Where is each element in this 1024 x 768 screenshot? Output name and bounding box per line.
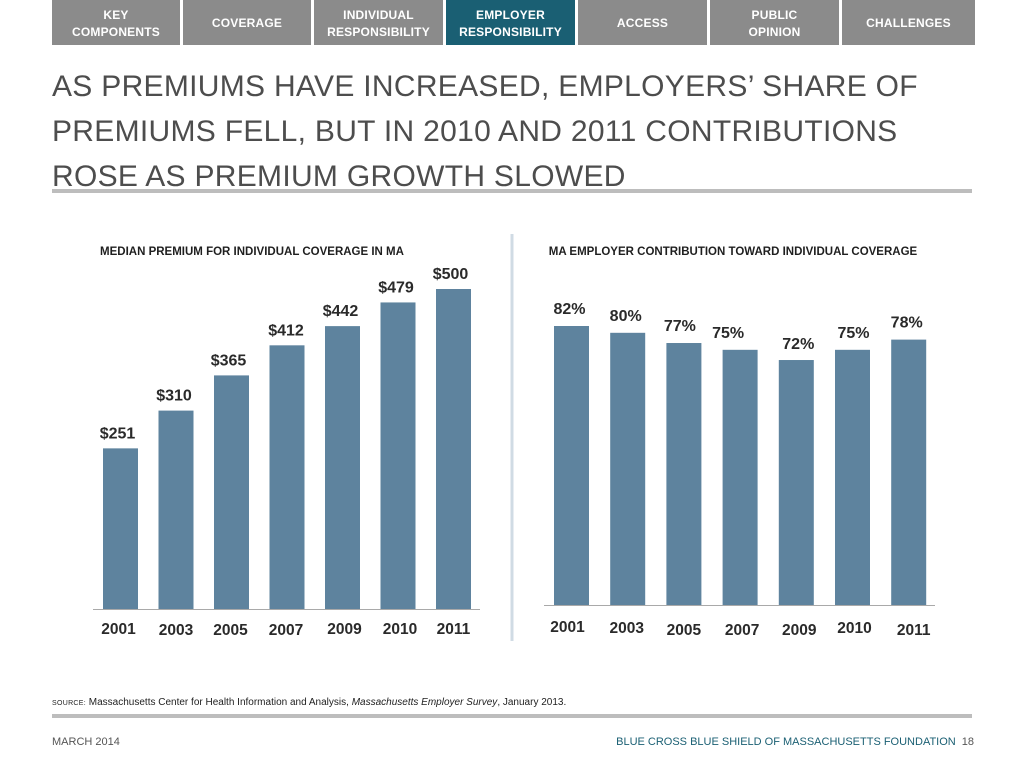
top-nav: KEY COMPONENTS COVERAGE INDIVIDUAL RESPO… [52,0,975,45]
category-label: 2001 [550,619,585,636]
bar-2003 [158,410,194,609]
data-label: 77% [664,318,696,335]
source-tag: SOURCE: [52,700,86,707]
footer-date: MARCH 2014 [52,736,120,748]
tab-challenges[interactable]: CHALLENGES [842,0,975,45]
page-number: 18 [961,736,974,748]
data-label: 80% [610,308,642,325]
category-label: 2003 [609,620,644,637]
bar-2007 [269,345,305,609]
category-label: 2003 [159,622,194,639]
bar-2005 [214,375,249,609]
bar-2009 [325,326,360,609]
data-label: 72% [782,336,814,353]
tab-access[interactable]: ACCESS [578,0,707,45]
data-label: 78% [891,315,923,332]
tab-individual-responsibility[interactable]: INDIVIDUAL RESPONSIBILITY [314,0,443,45]
employer-contribution-chart: MA EMPLOYER CONTRIBUTION TOWARD INDIVIDU… [544,246,935,639]
footer-org-name: BLUE CROSS BLUE SHIELD OF MASSACHUSETTS … [616,736,956,748]
data-label: 82% [553,301,585,318]
source-note: SOURCE: Massachusetts Center for Health … [52,697,566,708]
source-text: Massachusetts Center for Health Informat… [86,697,352,708]
bar-2011 [436,289,471,609]
tab-employer-responsibility[interactable]: EMPLOYER RESPONSIBILITY [446,0,575,45]
data-label: $500 [433,266,469,283]
data-label: $365 [211,352,247,369]
bar-2001 [103,448,138,609]
data-label: $310 [156,388,192,405]
category-label: 2007 [725,622,759,639]
bar-2005 [666,343,702,605]
data-label: 75% [837,325,869,342]
source-date: , January 2013. [497,697,567,708]
title-divider [52,189,972,193]
footer-divider [52,714,972,718]
tab-public-opinion[interactable]: PUBLIC OPINION [710,0,839,45]
page-title: AS PREMIUMS HAVE INCREASED, EMPLOYERS’ S… [52,70,918,193]
footer-org: BLUE CROSS BLUE SHIELD OF MASSACHUSETTS … [616,736,974,748]
chart-title: MEDIAN PREMIUM FOR INDIVIDUAL COVERAGE I… [100,246,404,258]
category-label: 2005 [667,622,702,639]
category-label: 2010 [837,620,871,637]
category-label: 2007 [269,622,303,639]
tab-coverage[interactable]: COVERAGE [183,0,311,45]
category-label: 2011 [897,622,931,639]
category-label: 2010 [383,621,417,638]
category-label: 2001 [101,621,136,638]
bar-2010 [380,302,416,609]
data-label: $412 [268,322,304,339]
chart-title: MA EMPLOYER CONTRIBUTION TOWARD INDIVIDU… [549,246,918,258]
bar-2003 [610,332,646,605]
premium-chart: MEDIAN PREMIUM FOR INDIVIDUAL COVERAGE I… [93,246,480,639]
category-label: 2009 [327,621,362,638]
source-survey-title: Massachusetts Employer Survey [351,697,498,708]
bar-2011 [891,339,927,605]
category-label: 2011 [437,621,471,638]
bar-2001 [554,326,589,605]
data-label: 75% [712,325,744,342]
data-label: $479 [378,279,414,296]
category-label: 2009 [782,622,817,639]
bar-2010 [835,349,870,605]
data-label: $442 [323,303,359,320]
data-label: $251 [100,425,136,442]
bar-2009 [778,360,814,605]
category-label: 2005 [213,622,248,639]
bar-2007 [722,349,758,605]
tab-key-components[interactable]: KEY COMPONENTS [52,0,180,45]
